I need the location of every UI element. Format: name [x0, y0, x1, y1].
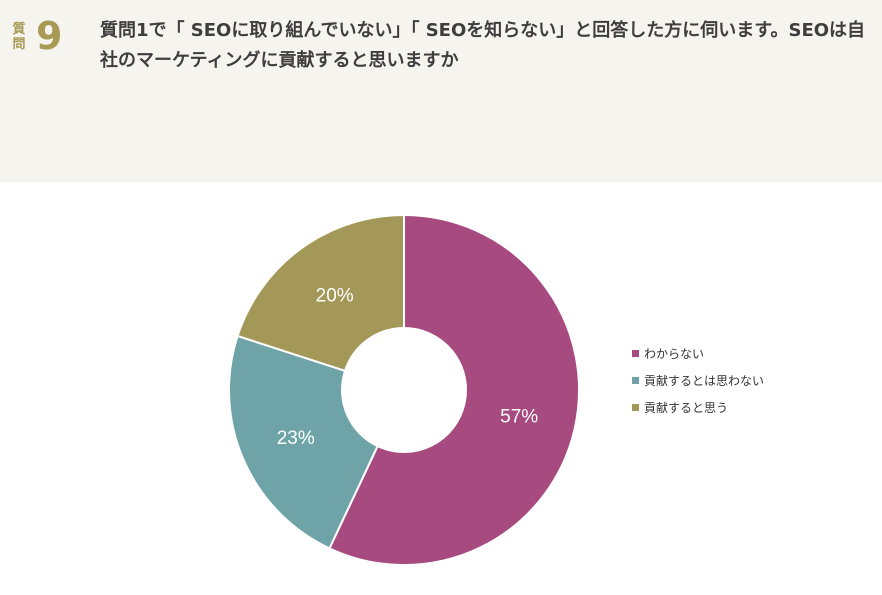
question-number: 9: [36, 14, 63, 58]
chart-slice-labels: 57% 23% 20%: [277, 286, 539, 449]
legend-swatch: [632, 377, 639, 384]
legend-label: わからない: [644, 347, 704, 361]
slice-wakaranai: [328, 213, 580, 566]
legend-swatch: [632, 404, 639, 411]
slice-kouken-shinai: [228, 334, 379, 550]
slice-kouken-suru: [236, 213, 405, 373]
chart-slices: [228, 213, 580, 566]
legend-swatch: [632, 350, 639, 357]
slice-value-label: 23%: [277, 428, 315, 449]
slice-value-label: 57%: [500, 407, 538, 428]
question-label: 質問: [12, 22, 26, 52]
legend-label: 貢献すると思う: [644, 400, 728, 415]
question-header: 質問 9 質問1で「 SEOに取り組んでいない」「 SEOを知らない」と回答した…: [0, 0, 882, 182]
slice-value-label: 20%: [316, 286, 354, 307]
legend-label: 貢献するとは思わない: [644, 373, 764, 388]
question-text: 質問1で「 SEOに取り組んでいない」「 SEOを知らない」と回答した方に伺いま…: [100, 20, 866, 71]
